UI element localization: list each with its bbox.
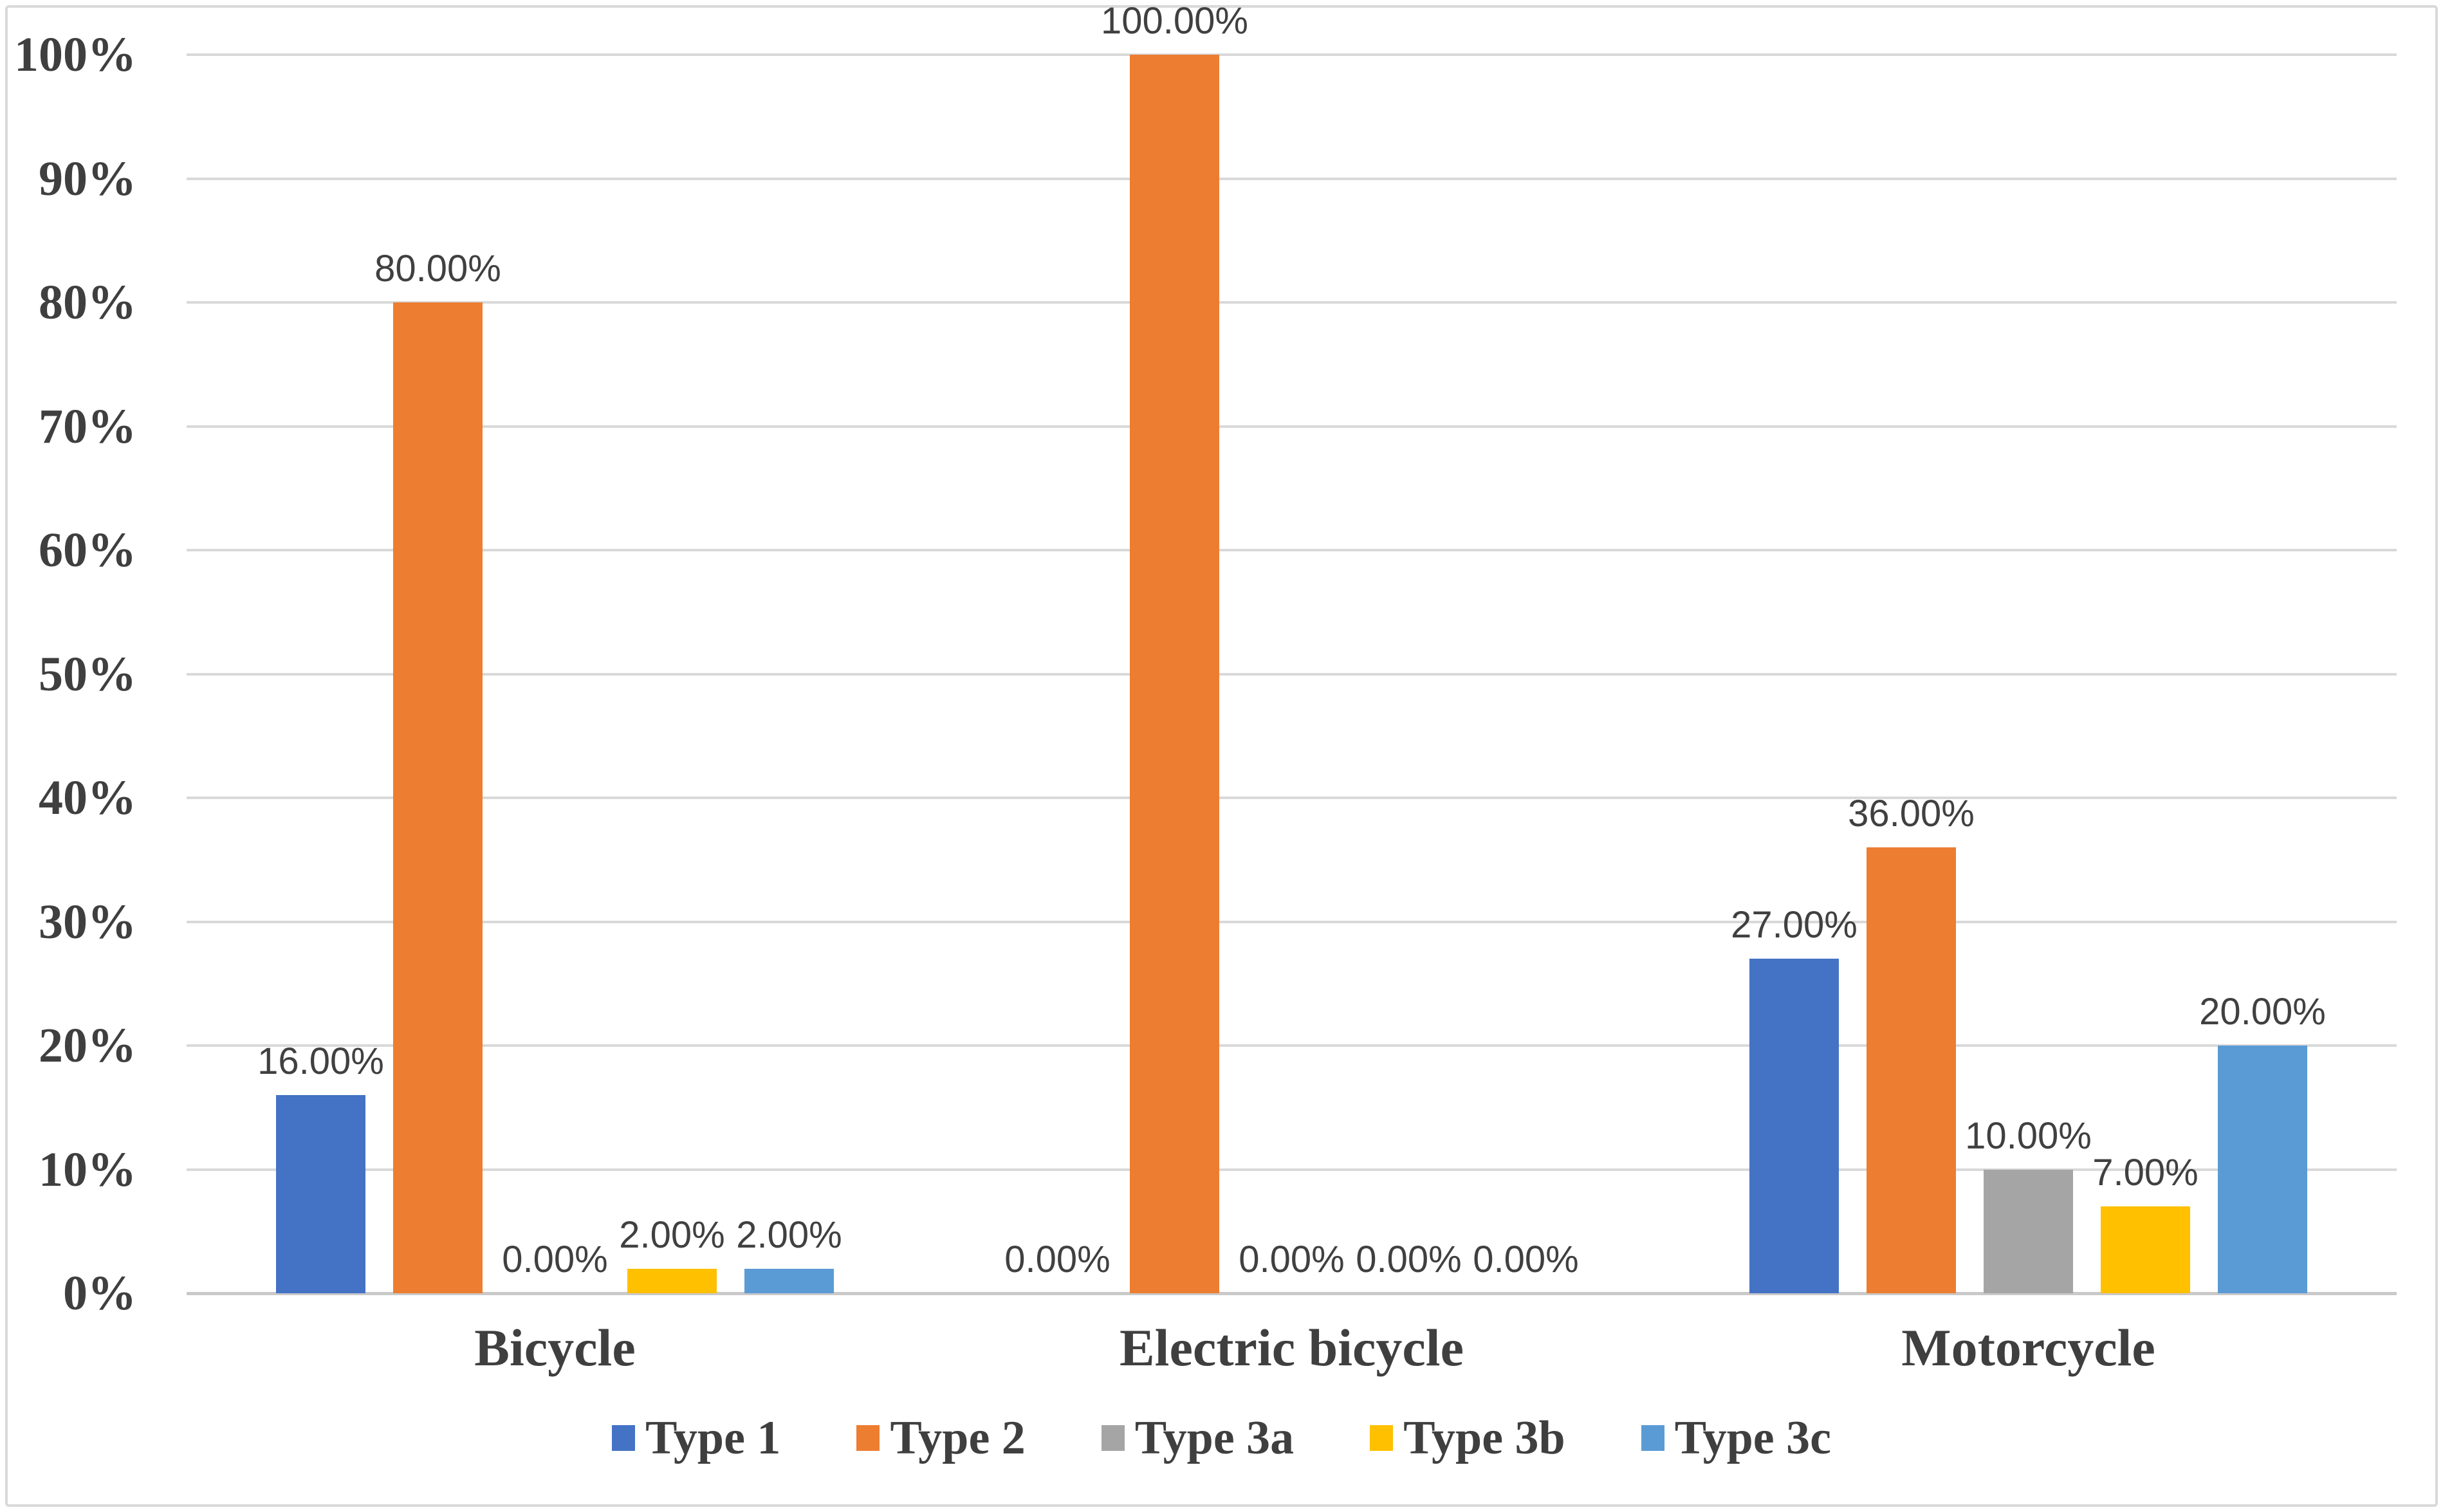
- bar-slot: 0.00%: [1004, 55, 1110, 1293]
- legend-swatch-icon: [1641, 1425, 1664, 1451]
- data-label: 80.00%: [374, 248, 501, 290]
- gridline-20%: [187, 1044, 2397, 1047]
- y-tick-label-20%: 20%: [39, 1019, 136, 1073]
- legend-item-type-3c: Type 3c: [1641, 1409, 1831, 1467]
- data-label: 0.00%: [1473, 1239, 1579, 1280]
- bar-type-3c: [744, 1268, 834, 1293]
- bar-type-3a: [1984, 1169, 2073, 1293]
- bar-slot: 20.00%: [2199, 55, 2326, 1293]
- bar-type-3c: [2218, 1046, 2307, 1293]
- y-tick-label-90%: 90%: [39, 151, 136, 206]
- gridline-60%: [187, 549, 2397, 551]
- y-tick-label-30%: 30%: [39, 894, 136, 949]
- category-group-bicycle: 16.00% 80.00% 0.00% 2.00% 2.00%: [187, 55, 923, 1293]
- legend-swatch-icon: [1101, 1425, 1125, 1451]
- data-label: 20.00%: [2199, 991, 2326, 1033]
- gridline-30%: [187, 920, 2397, 923]
- data-label: 10.00%: [1965, 1114, 2092, 1157]
- bar-type-2: [1130, 55, 1219, 1293]
- bar-type-3b: [2101, 1206, 2190, 1293]
- gridline-80%: [187, 301, 2397, 304]
- legend: Type 1 Type 2 Type 3a Type 3b Type 3c: [0, 1409, 2443, 1467]
- x-axis-line: [187, 1292, 2397, 1295]
- data-label: 0.00%: [1239, 1239, 1345, 1280]
- data-label: 27.00%: [1731, 904, 1858, 946]
- legend-item-type-3a: Type 3a: [1101, 1409, 1295, 1467]
- legend-item-type-2: Type 2: [856, 1409, 1026, 1467]
- legend-swatch-icon: [856, 1425, 880, 1451]
- category-group-motorcycle: 27.00% 36.00% 10.00% 7.00% 20.00%: [1660, 55, 2397, 1293]
- y-tick-label-100%: 100%: [14, 28, 136, 82]
- gridline-40%: [187, 797, 2397, 799]
- bar-slot: 0.00%: [1473, 55, 1578, 1293]
- y-tick-label-80%: 80%: [39, 275, 136, 329]
- data-label: 2.00%: [619, 1213, 725, 1256]
- category-label-electric-bicycle: Electric bicycle: [1119, 1318, 1464, 1377]
- y-tick-label-10%: 10%: [39, 1142, 136, 1197]
- data-label: 0.00%: [1004, 1239, 1111, 1280]
- data-label: 7.00%: [2092, 1152, 2199, 1194]
- data-label: 2.00%: [736, 1213, 842, 1256]
- bar-type-3b: [627, 1268, 717, 1293]
- gridline-10%: [187, 1168, 2397, 1171]
- category-label-bicycle: Bicycle: [474, 1318, 636, 1377]
- bar-slot: 36.00%: [1848, 55, 1975, 1293]
- legend-label: Type 1: [645, 1412, 781, 1464]
- bar-type-1: [276, 1095, 365, 1293]
- gridline-90%: [187, 177, 2397, 180]
- legend-swatch-icon: [1370, 1425, 1394, 1451]
- data-label: 16.00%: [257, 1040, 384, 1082]
- legend-label: Type 3b: [1403, 1412, 1565, 1464]
- legend-label: Type 3a: [1134, 1412, 1295, 1464]
- legend-item-type-1: Type 1: [612, 1409, 780, 1467]
- legend-label: Type 3c: [1674, 1412, 1831, 1464]
- bar-slot: 2.00%: [736, 55, 842, 1293]
- bar-slot: 80.00%: [374, 55, 501, 1293]
- bar-slot: 27.00%: [1731, 55, 1858, 1293]
- category-label-motorcycle: Motorcycle: [1901, 1318, 2155, 1377]
- y-tick-label-50%: 50%: [39, 647, 136, 701]
- bar-slot: 100.00%: [1101, 1, 1248, 1293]
- y-tick-label-0%: 0%: [63, 1266, 136, 1320]
- bar-slot: 7.00%: [2092, 55, 2199, 1293]
- bar-type-1: [1749, 959, 1839, 1293]
- y-tick-label-60%: 60%: [39, 523, 136, 577]
- bar-slot: 0.00%: [502, 55, 607, 1293]
- legend-item-type-3b: Type 3b: [1370, 1409, 1565, 1467]
- bar-type-2: [1867, 847, 1956, 1293]
- y-tick-label-40%: 40%: [39, 771, 136, 825]
- gridline-50%: [187, 672, 2397, 676]
- data-label: 0.00%: [1356, 1239, 1462, 1280]
- bar-slot: 10.00%: [1965, 55, 2092, 1293]
- bar-type-2: [393, 302, 483, 1293]
- legend-label: Type 2: [890, 1412, 1026, 1464]
- data-label: 100.00%: [1101, 0, 1248, 42]
- bar-slot: 16.00%: [257, 55, 384, 1293]
- data-label: 36.00%: [1848, 793, 1975, 834]
- gridline-100%: [187, 53, 2397, 56]
- bar-slot: 0.00%: [1356, 55, 1461, 1293]
- gridline-70%: [187, 425, 2397, 428]
- legend-swatch-icon: [612, 1425, 636, 1451]
- y-tick-label-70%: 70%: [39, 399, 136, 454]
- bar-slot: 0.00%: [1239, 55, 1344, 1293]
- bar-slot: 2.00%: [619, 55, 725, 1293]
- data-label: 0.00%: [502, 1239, 608, 1280]
- category-group-electric-bicycle: 0.00% 100.00% 0.00% 0.00% 0.00%: [923, 1, 1660, 1293]
- plot-area: 16.00% 80.00% 0.00% 2.00% 2.00% 0.00% 100.00% 0…: [187, 1, 2397, 1293]
